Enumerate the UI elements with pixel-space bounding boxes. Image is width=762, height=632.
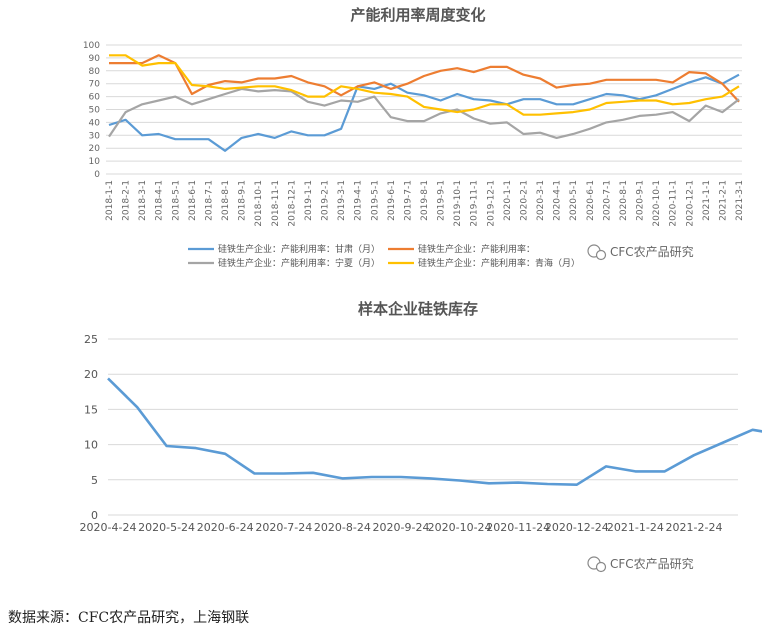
series-line-3 <box>109 54 740 116</box>
x-tick-label: 2020-9-24 <box>373 521 430 534</box>
x-tick-label: 2019-7-1 <box>403 180 413 221</box>
chart-title: 产能利用率周度变化 <box>350 6 485 24</box>
legend-label: 硅铁生产企业：产能利用率： <box>418 243 535 255</box>
x-tick-label: 2019-9-1 <box>437 180 447 221</box>
x-tick-label: 2018-12-1 <box>287 180 297 227</box>
x-tick-label: 2020-5-1 <box>569 180 579 221</box>
y-tick-label: 80 <box>89 67 101 77</box>
x-tick-label: 2018-2-1 <box>122 180 132 221</box>
x-tick-label: 2021-1-1 <box>702 180 712 221</box>
x-tick-label: 2020-11-1 <box>669 180 679 227</box>
x-tick-label: 2020-4-1 <box>553 180 563 221</box>
series-line-1 <box>109 54 740 103</box>
series-line-0 <box>108 73 740 152</box>
y-axis-tick-labels: 0 5 10 15 20 25 <box>84 333 98 522</box>
x-tick-label: 2018-8-1 <box>221 180 231 221</box>
x-tick-label: 2021-1-24 <box>607 521 664 534</box>
x-tick-label: 2021-2-1 <box>718 180 728 221</box>
y-tick-label: 60 <box>89 93 101 103</box>
chart-title: 样本企业硅铁库存 <box>358 300 478 318</box>
legend-label: 硅铁生产企业：产能利用率：甘肃（月） <box>218 243 380 255</box>
wechat-icon <box>595 249 607 261</box>
y-tick-label: 15 <box>84 403 98 416</box>
x-tick-label: 2020-6-1 <box>586 180 596 221</box>
x-tick-label: 2019-12-1 <box>486 180 496 227</box>
x-tick-label: 2018-3-1 <box>138 180 148 221</box>
watermark: CFC农产品研究 <box>587 556 694 573</box>
x-tick-label: 2020-10-1 <box>652 180 662 227</box>
legend-label: 硅铁生产企业：产能利用率：宁夏（月） <box>218 257 380 269</box>
x-tick-label: 2018-5-1 <box>171 180 181 221</box>
x-tick-label: 2020-1-1 <box>503 180 513 221</box>
y-tick-label: 20 <box>84 368 98 381</box>
y-tick-label: 50 <box>89 106 101 116</box>
x-tick-label: 2018-9-1 <box>238 180 248 221</box>
x-tick-label: 2018-6-1 <box>188 180 198 221</box>
y-gridlines <box>106 44 742 175</box>
y-tick-label: 10 <box>84 439 98 452</box>
x-tick-label: 2018-11-1 <box>271 180 281 227</box>
x-tick-label: 2021-2-24 <box>666 521 723 534</box>
x-tick-label: 2019-6-1 <box>387 180 397 221</box>
y-tick-label: 10 <box>89 157 101 167</box>
series-lines <box>108 54 740 152</box>
x-tick-label: 2020-6-24 <box>197 521 254 534</box>
y-gridlines <box>108 338 738 516</box>
x-tick-label: 2020-5-24 <box>138 521 195 534</box>
x-axis-tick-labels: 2020-4-24 2020-5-24 2020-6-24 2020-7-24 2020… <box>80 521 723 534</box>
x-tick-label: 2018-7-1 <box>204 180 214 221</box>
x-tick-label: 2020-12-1 <box>685 180 695 227</box>
y-tick-label: 25 <box>84 333 98 346</box>
legend: 硅铁生产企业：产能利用率：甘肃（月） 硅铁生产企业：产能利用率： 硅铁生产企业：产能… <box>188 243 580 269</box>
y-tick-label: 70 <box>89 80 101 90</box>
x-tick-label: 2020-7-24 <box>255 521 312 534</box>
x-tick-label: 2020-9-1 <box>636 180 646 221</box>
watermark: CFC农产品研究 <box>587 244 694 261</box>
y-tick-label: 100 <box>83 41 100 51</box>
x-tick-label: 2018-10-1 <box>254 180 264 227</box>
x-tick-label: 2019-8-1 <box>420 180 430 221</box>
x-tick-label: 2018-4-1 <box>155 180 165 221</box>
capacity-utilization-chart: 产能利用率周度变化 0 10 20 30 40 50 60 70 80 90 100 2018-1-… <box>83 6 745 269</box>
series-line-2 <box>108 87 740 139</box>
x-tick-label: 2021-3-1 <box>735 180 745 221</box>
x-tick-label: 2019-4-1 <box>354 180 364 221</box>
series-lines <box>107 377 762 486</box>
x-tick-label: 2020-2-1 <box>519 180 529 221</box>
watermark-text: CFC农产品研究 <box>610 556 694 571</box>
x-tick-label: 2020-8-1 <box>619 180 629 221</box>
x-axis-tick-labels: 2018-1-1 2018-2-1 2018-3-1 2018-4-1 2018-5-1… <box>105 180 745 227</box>
watermark-text: CFC农产品研究 <box>610 244 694 259</box>
x-tick-label: 2019-5-1 <box>370 180 380 221</box>
x-tick-label: 2019-11-1 <box>470 180 480 227</box>
x-tick-label: 2020-12-24 <box>545 521 609 534</box>
x-tick-label: 2019-3-1 <box>337 180 347 221</box>
x-tick-label: 2019-2-1 <box>321 180 331 221</box>
x-tick-label: 2020-8-24 <box>314 521 371 534</box>
x-tick-label: 2020-4-24 <box>80 521 137 534</box>
wechat-icon <box>595 561 607 573</box>
series-line-0 <box>107 377 762 486</box>
data-source-note: 数据来源：CFC农产品研究，上海钢联 <box>8 610 250 626</box>
x-tick-label: 2020-11-24 <box>486 521 550 534</box>
x-tick-label: 2020-10-24 <box>428 521 492 534</box>
x-tick-label: 2019-10-1 <box>453 180 463 227</box>
x-tick-label: 2019-1-1 <box>304 180 314 221</box>
y-tick-label: 0 <box>91 509 98 522</box>
y-tick-label: 40 <box>89 118 101 128</box>
x-tick-label: 2020-3-1 <box>536 180 546 221</box>
y-axis-tick-labels: 0 10 20 30 40 50 60 70 80 90 100 <box>83 41 100 180</box>
y-tick-label: 5 <box>91 474 98 487</box>
y-tick-label: 90 <box>89 54 101 64</box>
y-tick-label: 0 <box>94 170 100 180</box>
x-tick-label: 2020-7-1 <box>602 180 612 221</box>
y-tick-label: 30 <box>89 131 101 141</box>
x-tick-label: 2018-1-1 <box>105 180 115 221</box>
legend-label: 硅铁生产企业：产能利用率：青海（月） <box>418 257 580 269</box>
y-tick-label: 20 <box>89 144 101 154</box>
